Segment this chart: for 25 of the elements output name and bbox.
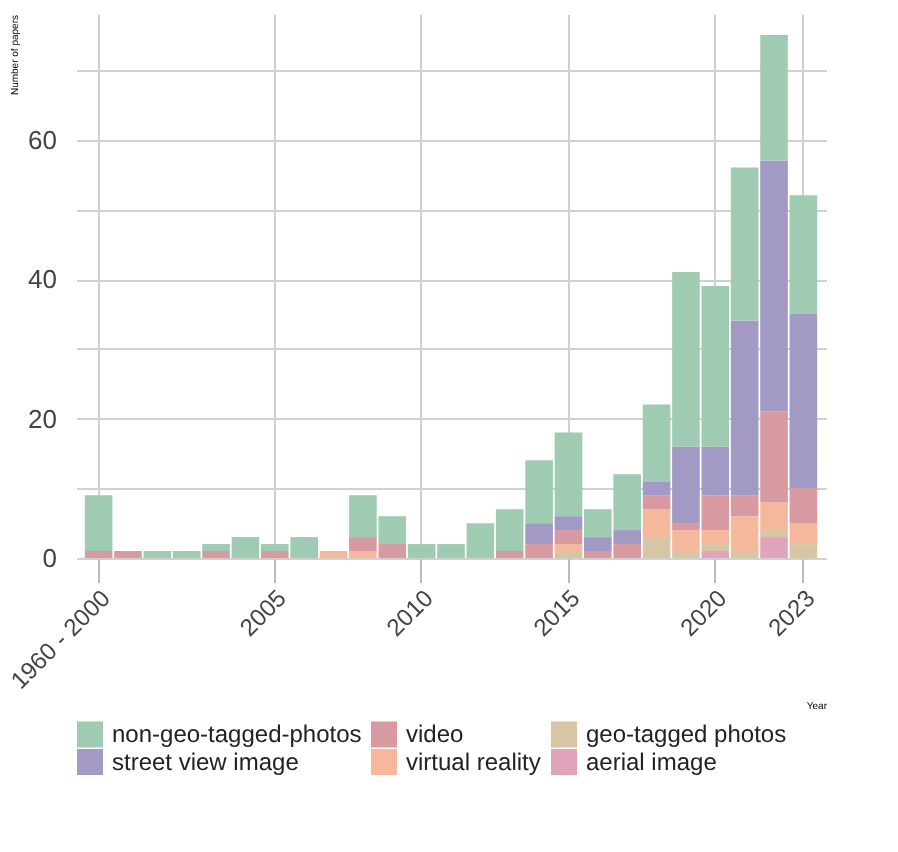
y-tick-label: 0 (42, 543, 57, 573)
legend-label: non-geo-tagged-photos (112, 720, 362, 749)
y-tick-label: 20 (28, 403, 57, 434)
y-tick-label: 40 (28, 264, 57, 295)
legend-label: virtual reality (406, 748, 541, 776)
bar (760, 537, 788, 558)
bar (84, 495, 113, 552)
legend-label: street view image (112, 748, 300, 776)
bar (789, 195, 818, 314)
legend-label: video (406, 720, 465, 749)
bar (642, 495, 671, 510)
legend-label: aerial image (586, 748, 718, 776)
bar (789, 544, 818, 558)
bar (554, 544, 583, 552)
legend-label: geo-tagged photos (586, 720, 787, 749)
bar (261, 551, 289, 558)
y-tick-label: 60 (28, 124, 57, 155)
bar (554, 551, 583, 558)
bar (760, 34, 788, 161)
bar (202, 551, 230, 558)
bar (701, 551, 730, 558)
bar (701, 544, 730, 552)
bar (760, 530, 788, 538)
bar (730, 551, 759, 558)
bar (554, 530, 583, 545)
